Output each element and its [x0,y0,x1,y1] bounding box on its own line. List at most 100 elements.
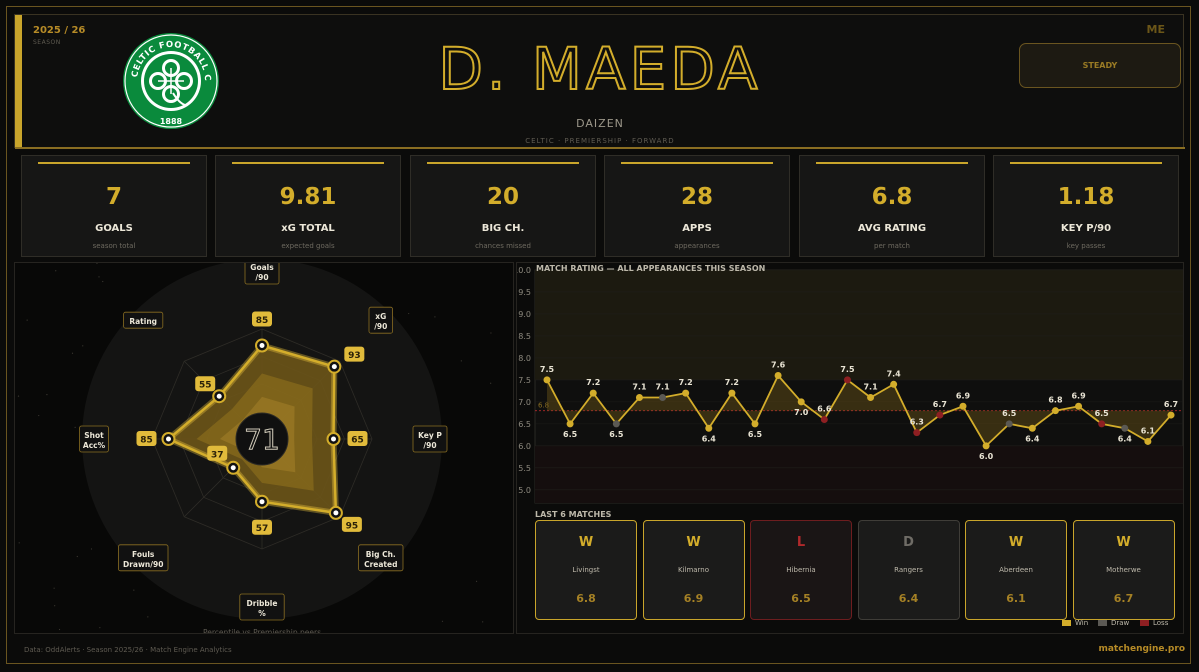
radar-value-badge [341,516,362,532]
rating-point [635,393,643,401]
star-dot [38,414,40,417]
stat-card-avg-rating: 6.8 AVG RATING per match [799,155,985,257]
rating-data-label: 7.6 [771,361,786,370]
rating-data-label: 7.4 [887,369,902,378]
match-rating: 6.8 [576,592,596,605]
crest-year: 1888 [160,117,183,126]
rating-data-label: 6.1 [1141,426,1156,435]
rating-point [1098,420,1106,428]
rating-point [705,424,713,432]
rating-data-label: 6.9 [956,391,971,400]
stat-card-goals: 7 GOALS season total [21,155,207,257]
radar-axis-label: Acc% [83,441,106,450]
radar-axis-label: /90 [423,441,436,450]
stat-label: AVG RATING [857,223,927,234]
star-dot [102,280,104,283]
stat-value: 9.81 [279,184,337,210]
rating-data-label: 6.6 [817,404,832,413]
rating-data-label: 7.2 [679,378,693,387]
match-card[interactable]: D Rangers 6.4 [857,520,960,620]
stat-sub: expected goals [281,242,335,250]
match-opponent: Livingst [572,566,600,574]
rating-data-label: 7.1 [863,382,878,391]
player-meta: CELTIC · PREMIERSHIP · FORWARD [525,137,675,145]
match-card[interactable]: W Motherwe 6.7 [1072,520,1175,620]
match-card[interactable]: W Kilmarno 6.9 [642,520,745,620]
rating-point [659,393,667,401]
radar-point-core [331,364,337,370]
zone-low [535,445,1183,503]
rating-data-label: 6.5 [609,430,624,439]
star-dot [58,628,61,631]
rating-data-label: 7.1 [632,382,647,391]
stat-sub: key passes [1066,242,1106,250]
match-opponent: Aberdeen [999,566,1033,574]
stat-card-xg: 9.81 xG TOTAL expected goals [215,155,401,257]
radar-axis-label: /90 [374,322,387,331]
rating-point [1121,424,1129,432]
zone-high [535,270,1183,380]
match-result: L [796,535,806,550]
star-dot [475,580,478,582]
stat-label: GOALS [95,223,133,234]
match-card[interactable]: L Hibernia 6.5 [750,520,852,620]
rating-point [566,420,574,428]
radar-center-circle [235,412,289,466]
form-badge: STEADY [1019,43,1181,88]
star-dot [18,542,20,544]
radar-footnote: Percentile vs Premiership peers [203,628,321,633]
rating-point [1051,407,1059,415]
rating-point [936,411,944,419]
radar-axis-label: Key P [418,431,442,440]
star-dot [133,589,135,591]
radar-axis-label-box [79,425,109,453]
rating-point [728,389,736,397]
stat-sub: per match [874,242,910,250]
star-dot [96,262,98,264]
average-label: 6.8 [538,402,549,410]
header-divider [15,147,1185,149]
radar-axis-label: /90 [255,273,268,282]
rating-data-label: 6.8 [1048,396,1063,405]
footer-brand-link[interactable]: matchengine.pro [1098,644,1185,654]
match-opponent: Hibernia [786,566,816,574]
y-tick-label: 9.0 [518,310,531,319]
rating-point [612,420,620,428]
radar-value-label: 65 [351,436,364,446]
stat-label: BIG CH. [481,223,525,234]
rating-data-label: 6.3 [910,418,924,427]
match-opponent: Rangers [894,566,923,574]
stat-value: 20 [486,184,519,210]
y-tick-label: 8.0 [518,354,531,363]
star-dot [17,395,20,397]
radar-panel: 71 85 Goals/90 93 xG/90 65 Key P/90 95 Big Ch. Cr… [14,257,514,637]
player-first-name: DAIZEN [576,117,624,130]
radar-value-badge [195,376,216,392]
legend-loss-label: Loss [1153,619,1169,627]
radar-axis-label-box [412,425,448,453]
y-tick-label: 6.0 [518,442,531,451]
rating-point [890,380,898,388]
match-card[interactable]: W Livingst 6.8 [535,520,637,620]
star-dot [408,312,410,315]
match-card[interactable]: W Aberdeen 6.1 [965,520,1067,620]
stat-value: 7 [105,184,122,210]
radar-axis-label-box [358,544,404,572]
radar-point-core [230,465,236,471]
stat-sub: appearances [674,242,720,250]
radar-axis-label: Drawn/90 [123,560,163,569]
stat-accent [38,162,190,164]
rating-data-label: 6.5 [563,430,578,439]
radar-value-badge [207,445,228,461]
star-dot [482,621,484,623]
star-dot [147,616,149,618]
star-dot [76,555,78,558]
header-accent-bar [15,15,22,149]
match-rating: 6.9 [683,592,704,605]
radar-value-label: 93 [348,351,361,361]
radar-value-badge [347,431,368,446]
radar-point-core [331,436,336,442]
radar-value-label: 37 [211,450,224,460]
rating-point [843,376,851,384]
stat-value: 28 [680,184,713,210]
